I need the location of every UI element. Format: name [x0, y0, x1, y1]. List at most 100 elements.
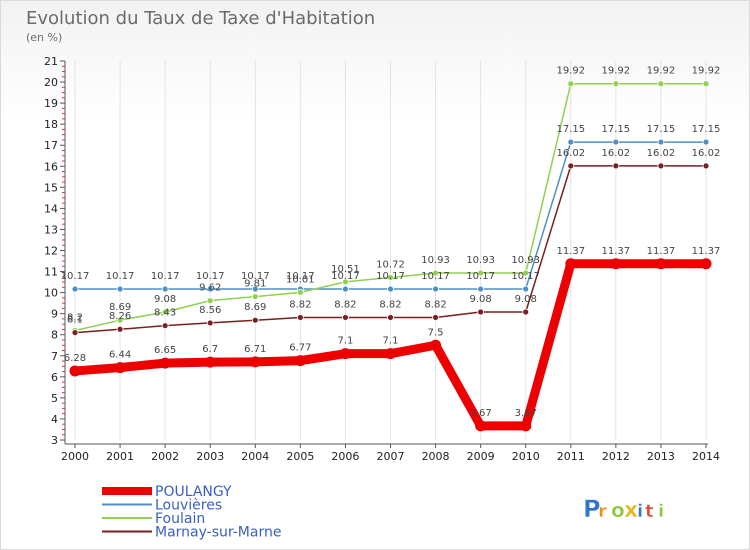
legend-label-0: POULANGY	[155, 484, 232, 500]
data-label: 6.65	[154, 345, 176, 356]
data-label: 10.72	[376, 259, 405, 270]
data-point	[206, 319, 214, 327]
data-point	[249, 356, 261, 368]
data-point	[294, 355, 306, 367]
y-tick-label: 3	[51, 434, 58, 447]
data-point	[477, 308, 485, 316]
data-point	[385, 348, 396, 360]
x-tick-label: 2004	[241, 450, 269, 463]
data-label: 19.92	[556, 66, 585, 77]
data-label: 6.44	[109, 350, 131, 361]
data-label: 10.17	[421, 271, 450, 282]
data-point	[610, 258, 622, 270]
data-label: 10.17	[196, 271, 225, 282]
data-label: 10.93	[466, 255, 495, 266]
x-tick-label: 2005	[286, 450, 314, 463]
data-label: 8.1	[67, 315, 83, 326]
data-point	[296, 314, 304, 321]
data-point	[655, 258, 667, 270]
data-label: 19.92	[647, 66, 676, 77]
data-point	[657, 162, 665, 170]
x-tick-label: 2007	[377, 450, 405, 463]
x-tick-label: 2010	[512, 450, 540, 463]
data-label: 11.37	[692, 246, 721, 257]
data-label: 10.17	[286, 271, 315, 282]
data-label: 10.17	[241, 271, 270, 282]
data-point	[296, 289, 304, 296]
y-tick-label: 6	[51, 371, 58, 384]
data-point	[251, 316, 259, 324]
data-point	[567, 80, 575, 88]
data-label: 8.2	[67, 313, 83, 324]
data-label: 9.08	[154, 294, 176, 305]
data-label: 17.15	[602, 124, 631, 135]
data-label: 9.08	[470, 294, 492, 305]
y-tick-label: 8	[51, 329, 58, 342]
data-point	[206, 285, 214, 293]
data-point	[251, 293, 259, 301]
data-point	[475, 420, 487, 432]
brand-letter: r	[598, 501, 607, 522]
data-point	[477, 285, 485, 293]
data-label: 10.93	[511, 255, 540, 266]
y-tick-label: 17	[44, 139, 58, 152]
data-label: 8.69	[244, 302, 266, 313]
y-tick-label: 7	[51, 350, 58, 363]
data-point	[251, 285, 259, 293]
data-label: 6.7	[202, 344, 218, 355]
y-tick-label: 4	[51, 413, 58, 426]
legend-label-1: Louvières	[155, 498, 222, 514]
data-point	[342, 278, 349, 286]
data-point	[161, 285, 169, 293]
data-point	[432, 314, 439, 321]
data-label: 10.01	[286, 274, 315, 285]
brand-letter: P	[583, 495, 601, 523]
y-tick-label: 21	[44, 55, 58, 68]
data-point	[612, 138, 620, 146]
data-label: 9.81	[244, 279, 266, 290]
data-label: 9.08	[515, 294, 537, 305]
data-point	[567, 162, 575, 170]
data-point	[387, 285, 394, 293]
y-tick-label: 15	[44, 181, 58, 194]
brand-letter: i	[658, 501, 664, 522]
data-label: 10.93	[421, 255, 450, 266]
y-tick-label: 19	[44, 97, 58, 110]
x-tick-label: 2009	[467, 450, 495, 463]
data-label: 8.82	[379, 299, 401, 310]
data-label: 10.17	[331, 271, 360, 282]
data-point	[71, 285, 79, 293]
data-label: 11.37	[556, 246, 585, 257]
data-point	[522, 285, 530, 293]
chart-subtitle: (en %)	[26, 31, 62, 44]
data-label: 10.17	[61, 271, 90, 282]
x-tick-label: 2014	[692, 450, 720, 463]
data-point	[161, 322, 169, 330]
x-tick-label: 2001	[106, 450, 134, 463]
axes: 3 4 5 6 7 8 9 10 11 12 13 14 15 16 17 18 19 20 21 2000 2001 2…	[44, 55, 720, 463]
x-tick-label: 2000	[61, 450, 89, 463]
y-tick-label: 20	[44, 76, 58, 89]
data-label: 19.92	[692, 66, 721, 77]
data-point	[387, 314, 394, 321]
data-point	[477, 269, 485, 277]
data-point	[430, 339, 442, 351]
data-label: 10.17	[106, 271, 135, 282]
data-point	[432, 269, 439, 277]
data-point	[161, 308, 169, 316]
data-label: 16.02	[647, 148, 676, 159]
data-label: 11.37	[602, 246, 631, 257]
x-tick-label: 2006	[331, 450, 359, 463]
data-point	[116, 285, 124, 293]
data-point	[342, 314, 349, 321]
data-point	[522, 308, 530, 316]
data-point	[612, 80, 620, 88]
brand-logo: Pr o xi t i	[583, 495, 665, 524]
grid	[74, 61, 707, 440]
legend-label-2: Foulain	[155, 511, 205, 527]
data-label: 7.1	[337, 336, 353, 347]
data-label: 16.02	[602, 148, 631, 159]
data-label: 10.17	[466, 271, 495, 282]
data-label: 8.82	[289, 299, 311, 310]
